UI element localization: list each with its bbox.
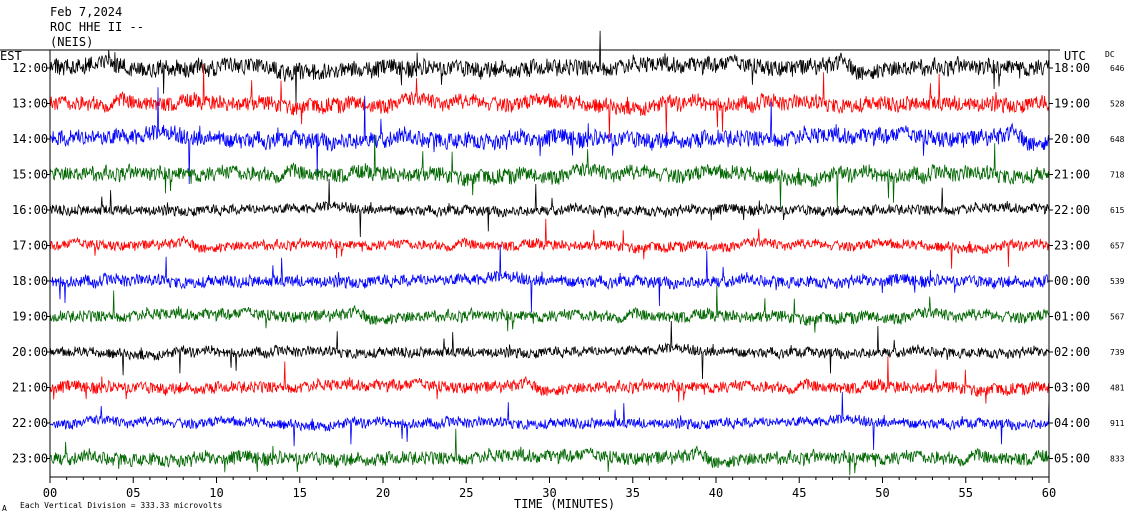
trace-2100 [49,356,1050,404]
trace-1500 [49,134,1050,210]
utc-label: 20:00 [1054,132,1090,146]
x-tick-label: 45 [792,486,806,500]
dc-value: 528 [1110,100,1125,109]
est-label: 22:00 [12,416,48,430]
dc-value: 718 [1110,171,1125,180]
trace-1200 [49,30,1050,106]
utc-label: 02:00 [1054,345,1090,359]
dc-value: 739 [1110,348,1125,357]
utc-label: 04:00 [1054,416,1090,430]
utc-label: 23:00 [1054,239,1090,253]
x-tick-label: 25 [459,486,473,500]
dc-value: 567 [1110,313,1125,322]
utc-label: 18:00 [1054,61,1090,75]
dc-value: 615 [1110,206,1125,215]
est-label: 23:00 [12,452,48,466]
utc-label: 19:00 [1054,97,1090,111]
est-label: 13:00 [12,97,48,111]
network-label: (NEIS) [50,35,93,49]
x-tick-label: 10 [209,486,223,500]
est-label: 18:00 [12,274,48,288]
station-label: ROC HHE II -- [50,20,144,34]
trace-1300 [49,63,1050,139]
dc-value: 657 [1110,242,1125,251]
footer-mark: A [2,504,7,513]
est-label: 14:00 [12,132,48,146]
dc-value: 539 [1110,277,1125,286]
x-tick-label: 55 [959,486,973,500]
est-label: 20:00 [12,345,48,359]
trace-1900 [49,285,1050,333]
dc-value: 646 [1110,64,1125,73]
utc-label: 03:00 [1054,381,1090,395]
dc-header: DC [1105,50,1115,59]
utc-label: 21:00 [1054,168,1090,182]
x-axis-label: TIME (MINUTES) [514,497,615,511]
x-tick-label: 60 [1042,486,1056,500]
x-tick-label: 00 [43,486,57,500]
trace-1700 [49,218,1050,269]
trace-2300 [49,428,1050,476]
x-tick-label: 50 [875,486,889,500]
dc-value: 481 [1110,384,1125,393]
x-tick-label: 15 [293,486,307,500]
utc-label: 05:00 [1054,452,1090,466]
x-tick-label: 40 [709,486,723,500]
x-tick-label: 20 [376,486,390,500]
utc-label: 00:00 [1054,274,1090,288]
est-label: 15:00 [12,168,48,182]
utc-label: 22:00 [1054,203,1090,217]
trace-2000 [49,320,1050,380]
x-tick-group: 00 05 10 15 20 25 30 35 40 45 50 55 60 [43,477,1056,500]
est-label: 17:00 [12,239,48,253]
trace-group [49,30,1050,476]
dc-value: 648 [1110,135,1125,144]
dc-value: 833 [1110,455,1125,464]
left-axis-title: EST [0,49,22,63]
trace-2200 [49,391,1050,451]
x-tick-label: 35 [626,486,640,500]
x-tick-label: 30 [542,486,556,500]
trace-1800 [49,244,1050,313]
est-label: 21:00 [12,381,48,395]
trace-1600 [49,178,1050,238]
chart-title: Feb 7,2024 [50,5,122,19]
est-label: 19:00 [12,310,48,324]
trace-1400 [49,87,1050,185]
x-tick-label: 05 [126,486,140,500]
scale-note: Each Vertical Division = 333.33 microvol… [20,501,222,510]
dc-value: 911 [1110,419,1125,428]
est-label: 12:00 [12,61,48,75]
row-label-group: 12:00 18:00 646 13:00 19:00 528 14:00 20:00 648 1… [12,61,1125,466]
est-label: 16:00 [12,203,48,217]
utc-label: 01:00 [1054,310,1090,324]
right-axis-title: UTC [1064,49,1086,63]
